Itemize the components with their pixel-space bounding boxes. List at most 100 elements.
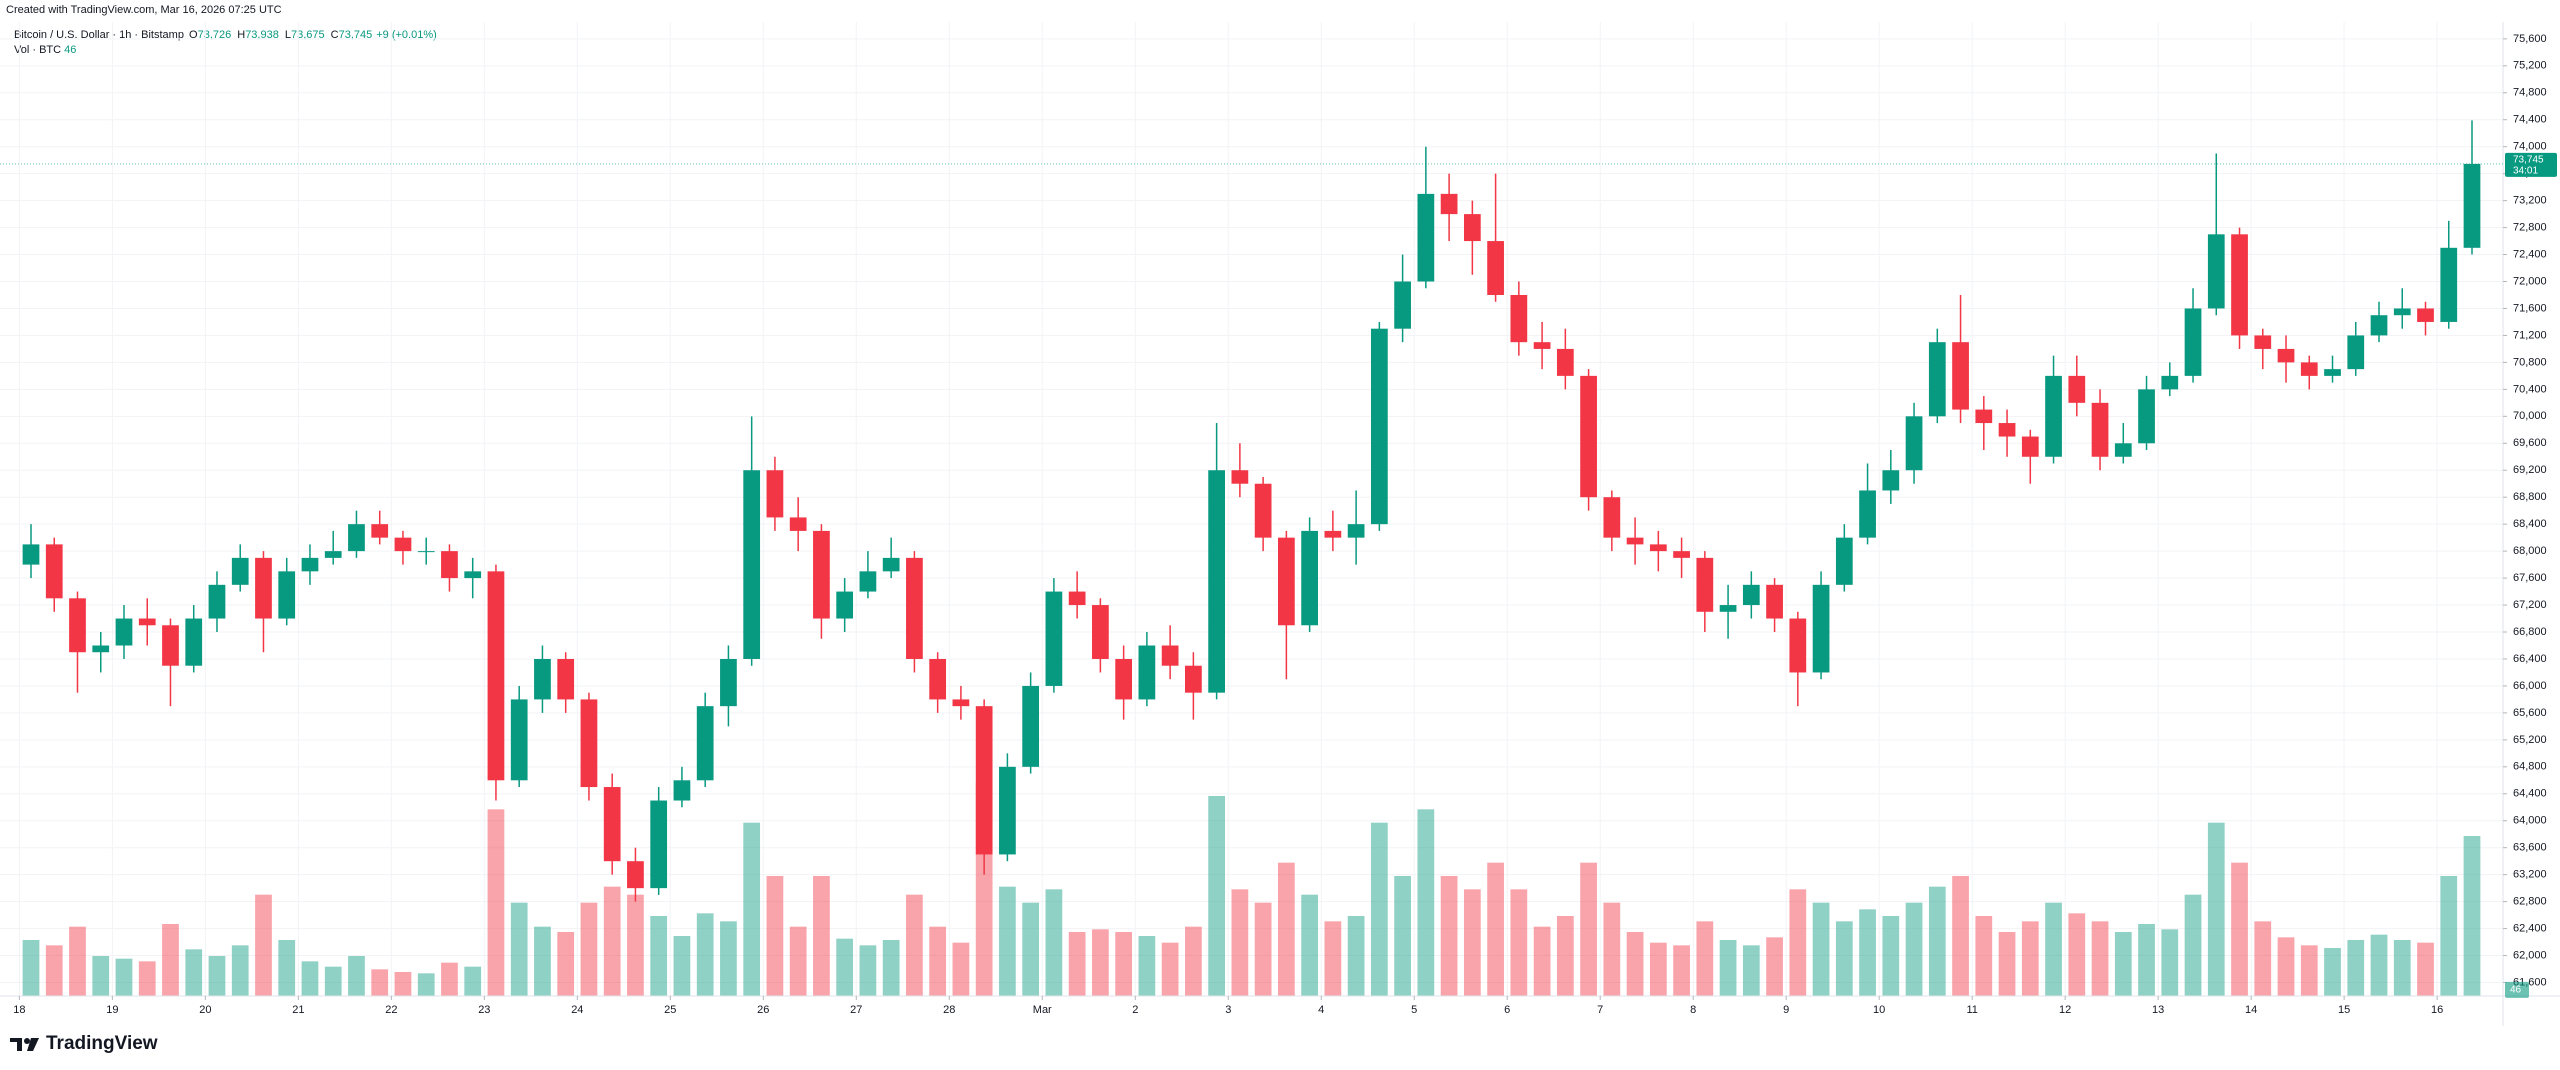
- candle-body: [22, 544, 40, 565]
- volume-bar: [673, 936, 691, 996]
- volume-bar: [1278, 862, 1295, 996]
- volume-bar: [1254, 902, 1272, 996]
- candle-body: [1370, 328, 1388, 525]
- volume-bar: [1556, 916, 1574, 996]
- candle-body: [2138, 389, 2155, 444]
- volume-bar: [208, 956, 226, 996]
- candle-body: [1115, 658, 1133, 700]
- volume-bar: [2021, 921, 2039, 996]
- volume-bar: [557, 932, 575, 996]
- volume-bar: [2370, 934, 2388, 996]
- y-tick-label: 69,600: [2513, 437, 2547, 449]
- volume-bar: [2417, 942, 2434, 996]
- candle-body: [115, 618, 133, 646]
- volume-bar: [1905, 902, 1923, 996]
- x-tick-label: 3: [1225, 1004, 1231, 1016]
- volume-bar: [2068, 913, 2086, 996]
- candle-body: [952, 699, 970, 707]
- volume-bar: [371, 969, 389, 996]
- volume-bar: [1487, 862, 1504, 996]
- volume-bar: [1603, 902, 1621, 996]
- candle-body: [1301, 530, 1318, 626]
- volume-bar: [2463, 836, 2481, 996]
- volume-bar: [2254, 921, 2272, 996]
- candle-body: [1673, 551, 1690, 558]
- candle-body: [138, 618, 156, 626]
- candle-body: [2300, 362, 2318, 376]
- volume-bar: [952, 942, 970, 996]
- y-tick-label: 72,800: [2513, 221, 2547, 233]
- candle-body: [580, 699, 598, 788]
- candle-body: [975, 706, 993, 855]
- candle-body: [1580, 375, 1597, 498]
- y-tick-label: 62,400: [2513, 923, 2547, 935]
- volume-bar: [627, 894, 644, 996]
- y-tick-label: 72,400: [2513, 248, 2547, 260]
- volume-last: 46: [64, 44, 77, 56]
- candle-body: [1859, 490, 1876, 538]
- candle-body: [45, 544, 63, 599]
- volume-bar: [92, 956, 110, 996]
- volume-bar: [696, 913, 714, 996]
- volume-bar: [1301, 894, 1318, 996]
- candle-body: [185, 618, 203, 666]
- volume-badge: [2505, 981, 2529, 998]
- volume-bar: [650, 916, 668, 996]
- y-tick-label: 68,400: [2513, 518, 2547, 530]
- candle-body: [1952, 342, 1969, 410]
- volume-bar: [766, 876, 784, 996]
- candle-body: [2091, 402, 2109, 457]
- volume-bar: [836, 938, 854, 996]
- y-tick-label: 75,200: [2513, 60, 2547, 72]
- y-tick-label: 75,600: [2513, 33, 2547, 45]
- volume-title: Vol · BTC: [14, 44, 62, 56]
- y-tick-label: 71,600: [2513, 302, 2547, 314]
- candle-body: [743, 470, 761, 659]
- y-tick-label: 74,400: [2513, 114, 2547, 126]
- candle-body: [1092, 605, 1109, 659]
- axes: 61,60062,00062,40062,80063,20063,60064,0…: [0, 22, 2560, 1026]
- candle-body: [510, 699, 528, 781]
- y-tick-label: 65,600: [2513, 707, 2547, 719]
- candle-body: [1045, 591, 1063, 686]
- x-tick-label: 26: [757, 1004, 769, 1016]
- candle-body: [1208, 470, 1225, 693]
- y-tick-label: 64,800: [2513, 761, 2547, 773]
- volume-bar: [1463, 889, 1481, 996]
- candle-body: [348, 524, 365, 552]
- volume-bar: [1533, 926, 1551, 996]
- volume-bar: [882, 940, 900, 996]
- chart: 61,60062,00062,40062,80063,20063,60064,0…: [0, 22, 2560, 1026]
- ohlc-key: O: [189, 29, 198, 41]
- candle-body: [69, 598, 86, 653]
- candle-body: [789, 517, 807, 531]
- volume-bar: [1928, 886, 1946, 996]
- volume-bar: [1719, 940, 1737, 996]
- x-tick-label: 11: [1966, 1004, 1977, 1016]
- y-tick-label: 66,000: [2513, 680, 2547, 692]
- candle-body: [1696, 557, 1714, 612]
- volume-legend: Vol · BTC 46: [14, 43, 441, 58]
- candle-body: [464, 571, 482, 579]
- volume-bar: [22, 940, 40, 996]
- volume-bar: [2300, 945, 2318, 996]
- candle-body: [2045, 375, 2062, 457]
- x-tick-label: 28: [943, 1004, 955, 1016]
- candle-body: [2231, 234, 2248, 336]
- candle-body: [2277, 348, 2295, 363]
- candle-body: [999, 766, 1016, 855]
- candle-body: [1347, 524, 1365, 538]
- candle-body: [324, 551, 342, 558]
- candle-body: [882, 557, 900, 572]
- y-tick-label: 62,000: [2513, 949, 2547, 961]
- y-tick-label: 67,200: [2513, 599, 2547, 611]
- y-tick-label: 72,000: [2513, 275, 2547, 287]
- y-tick-label: 70,400: [2513, 383, 2547, 395]
- candle-body: [766, 470, 784, 518]
- candle-body: [813, 530, 830, 619]
- candle-body: [2207, 234, 2225, 309]
- volume-bar: [2231, 862, 2248, 996]
- volume-bar: [1347, 916, 1365, 996]
- candle-body: [1068, 591, 1086, 606]
- candle-body: [836, 591, 854, 619]
